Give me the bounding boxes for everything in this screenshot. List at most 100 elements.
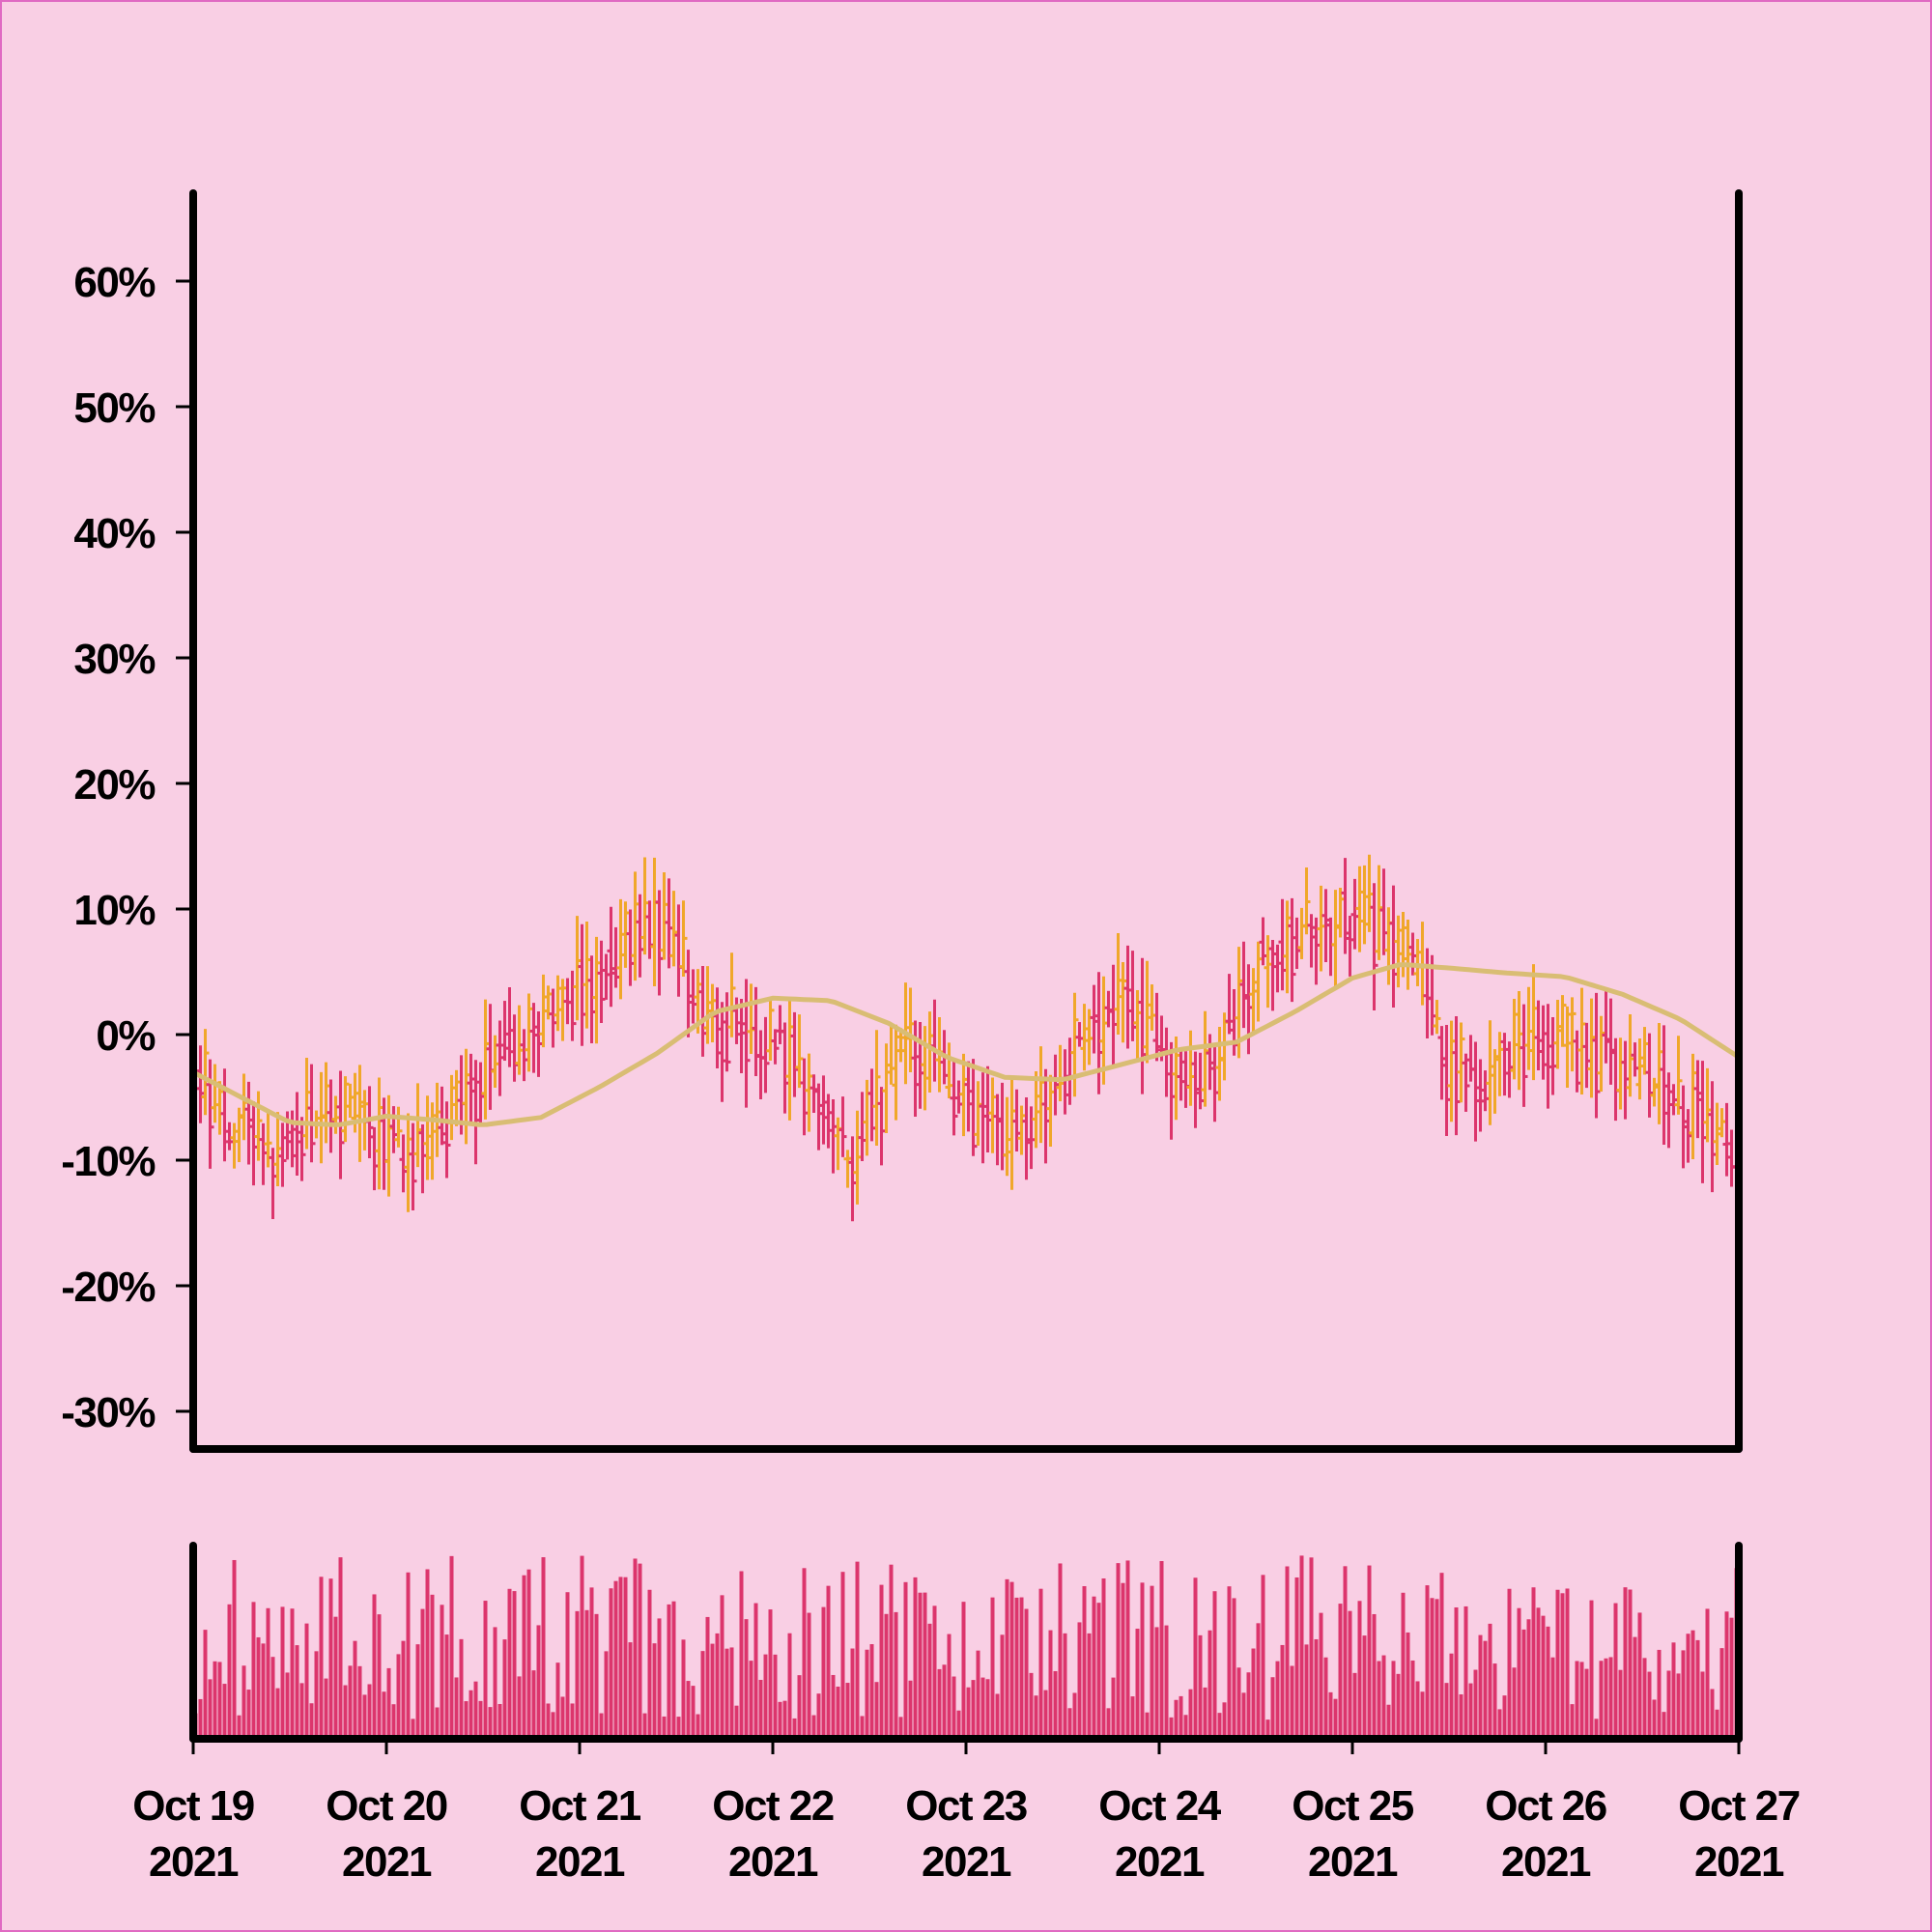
volume-bar [1217, 1713, 1222, 1739]
volume-bar [1420, 1691, 1425, 1739]
ohlc-bar [1181, 1051, 1190, 1108]
volume-bar [821, 1606, 826, 1739]
volume-bar [691, 1686, 696, 1739]
volume-bar [1043, 1690, 1048, 1739]
ohlc-bar [1573, 1030, 1581, 1093]
ohlc-bar [1167, 1041, 1176, 1140]
ohlc-bar [602, 953, 611, 1000]
ohlc-bar [1394, 915, 1403, 988]
volume-bar [1406, 1632, 1410, 1739]
ohlc-bar [211, 1064, 219, 1123]
ohlc-bar [1196, 1052, 1205, 1110]
ohlc-bar [1375, 865, 1383, 960]
ohlc-bar [1631, 1042, 1639, 1077]
ohlc-bar [1259, 917, 1267, 966]
volume-bar [1676, 1673, 1681, 1739]
volume-bar [961, 1602, 966, 1739]
ohlc-bar [1186, 1030, 1195, 1106]
volume-bar [1705, 1608, 1710, 1739]
volume-bar [497, 1703, 502, 1739]
volume-bar [314, 1651, 319, 1739]
ohlc-bar [771, 1029, 780, 1065]
volume-bar [807, 1612, 811, 1739]
ohlc-bar [1239, 941, 1248, 1029]
volume-bar [246, 1690, 251, 1739]
ohlc-bar [1331, 890, 1340, 990]
ohlc-bar [689, 969, 697, 1024]
volume-bar [338, 1557, 343, 1739]
volume-bar [353, 1640, 357, 1739]
ohlc-bar [795, 1014, 804, 1089]
volume-bar [1608, 1657, 1613, 1739]
ohlc-bar [1510, 999, 1519, 1080]
volume-bar [1005, 1578, 1009, 1739]
ohlc-bar [1679, 1085, 1688, 1169]
ohlc-bar [467, 1053, 475, 1125]
volume-bar [1256, 1623, 1261, 1739]
volume-bar [826, 1585, 831, 1739]
volume-bar [1014, 1597, 1019, 1739]
ohlc-bar [1577, 987, 1586, 1094]
volume-bar [947, 1634, 952, 1739]
ohlc-bar [853, 1110, 862, 1205]
volume-bar [256, 1636, 261, 1739]
moving-average-line [191, 962, 1741, 1127]
volume-bar [647, 1589, 652, 1739]
volume-bar [551, 1712, 555, 1739]
ohlc-bar [979, 1072, 987, 1164]
ohlc-bar [1225, 974, 1234, 1035]
ohlc-bar [1201, 1010, 1209, 1107]
volume-bar [952, 1676, 956, 1739]
volume-bar [1294, 1577, 1299, 1739]
ohlc-bar [399, 1134, 408, 1193]
ohlc-bar [1317, 885, 1325, 972]
volume-bar [1092, 1596, 1096, 1739]
ohlc-bar [235, 1107, 243, 1163]
ohlc-bar [558, 979, 567, 1041]
ohlc-bar [1341, 858, 1350, 954]
volume-bar [203, 1630, 208, 1739]
ohlc-bar [544, 985, 553, 1020]
x-tick-label: 2021 [1694, 1838, 1784, 1886]
ohlc-bar [1360, 865, 1369, 945]
volume-bar [411, 1719, 415, 1739]
volume-bar [1077, 1622, 1082, 1739]
ohlc-bar [674, 904, 683, 997]
ohlc-bar [737, 999, 746, 1073]
volume-bar [1550, 1657, 1555, 1739]
ohlc-bar [1143, 960, 1151, 1064]
ohlc-bar [1148, 984, 1156, 1031]
ohlc-bar [1109, 964, 1118, 1065]
volume-bar [396, 1654, 401, 1739]
volume-bar [681, 1639, 686, 1739]
volume-bar [1096, 1603, 1101, 1739]
ohlc-bar [554, 975, 562, 1032]
volume-bar [1309, 1557, 1314, 1739]
y-tick-label: -10% [61, 1138, 155, 1185]
ohlc-bar [616, 898, 625, 1000]
volume-bar [1280, 1644, 1285, 1739]
ohlc-bar [1491, 1049, 1499, 1114]
volume-bar [382, 1691, 386, 1739]
volume-bar [724, 1648, 729, 1739]
volume-bar [913, 1577, 918, 1739]
ohlc-bar [486, 1004, 495, 1110]
ohlc-bar [964, 1061, 973, 1132]
volume-bar [1053, 1670, 1058, 1739]
volume-bar [1116, 1563, 1121, 1739]
ohlc-bar [607, 906, 615, 1008]
volume-bar [372, 1594, 377, 1739]
volume-bar [1662, 1712, 1666, 1739]
ohlc-bar [409, 1122, 417, 1211]
volume-bar [1222, 1702, 1227, 1739]
ohlc-bar [776, 1005, 784, 1044]
ohlc-bar [1008, 1077, 1016, 1190]
volume-bar [449, 1555, 454, 1739]
ohlc-bar [969, 1059, 978, 1156]
volume-bar [362, 1694, 367, 1739]
ohlc-bar [428, 1102, 437, 1180]
price-panel [191, 854, 1741, 1222]
volume-bar [1024, 1608, 1029, 1739]
volume-bar [488, 1707, 493, 1739]
